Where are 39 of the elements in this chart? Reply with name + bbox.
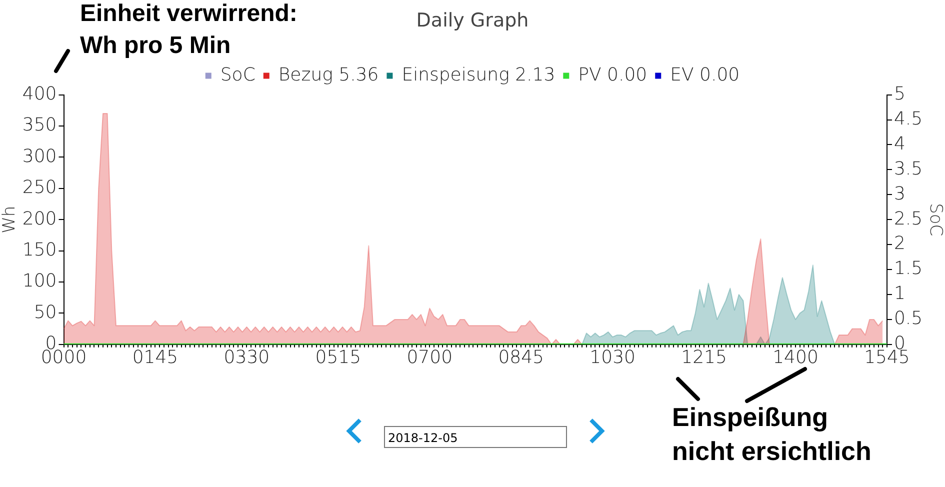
text: Einspeißung: [672, 402, 828, 432]
y2-axis-title: SoC: [925, 203, 945, 236]
x-tick-label: 1215: [681, 346, 727, 368]
y2-tick-label: 2: [894, 233, 906, 254]
legend-label: Einspeisung 2.13: [402, 64, 556, 86]
y2-tick-label: 3.5: [894, 158, 923, 180]
y2-tick-label: 1: [894, 283, 906, 304]
x-tick-label: 1400: [772, 346, 818, 368]
text: nicht ersichtlich: [672, 436, 872, 466]
text: Einheit verwirrend:: [80, 0, 298, 27]
text: Wh pro 5 Min: [80, 32, 231, 59]
y2-tick-label: 4: [894, 133, 906, 154]
x-tick-label: 0845: [498, 346, 544, 368]
y-tick-label: 50: [34, 302, 57, 323]
chart-title: Daily Graph: [416, 9, 529, 32]
y-tick-label: 250: [22, 177, 57, 198]
y-tick-label: 150: [22, 239, 57, 260]
legend-label: Bezug 5.36: [278, 64, 379, 86]
y-tick-label: 100: [22, 270, 57, 292]
x-tick-label: 0330: [224, 346, 270, 368]
legend-label: EV 0.00: [670, 64, 740, 86]
y2-tick-label: 1.5: [894, 258, 923, 280]
y-tick-label: 400: [22, 83, 57, 104]
legend-label: SoC: [220, 64, 256, 86]
x-tick-label: 0700: [406, 346, 453, 368]
x-tick-label: 0515: [315, 346, 362, 368]
y2-tick-label: 3: [894, 183, 906, 204]
y2-tick-label: 4.5: [894, 108, 923, 130]
legend-label: PV 0.00: [578, 64, 648, 86]
x-tick-label: 1030: [590, 346, 636, 368]
y2-tick-label: 5: [894, 83, 906, 104]
text: 2018-12-05: [384, 426, 567, 448]
y-tick-label: 300: [22, 146, 57, 167]
y-tick-label: 350: [22, 114, 57, 136]
x-tick-label: 0145: [132, 346, 178, 368]
y-tick-label: 200: [22, 208, 57, 230]
y2-tick-label: 0.5: [894, 308, 923, 330]
y-axis-title: Wh: [0, 206, 20, 234]
y2-tick-label: 2.5: [894, 208, 923, 230]
